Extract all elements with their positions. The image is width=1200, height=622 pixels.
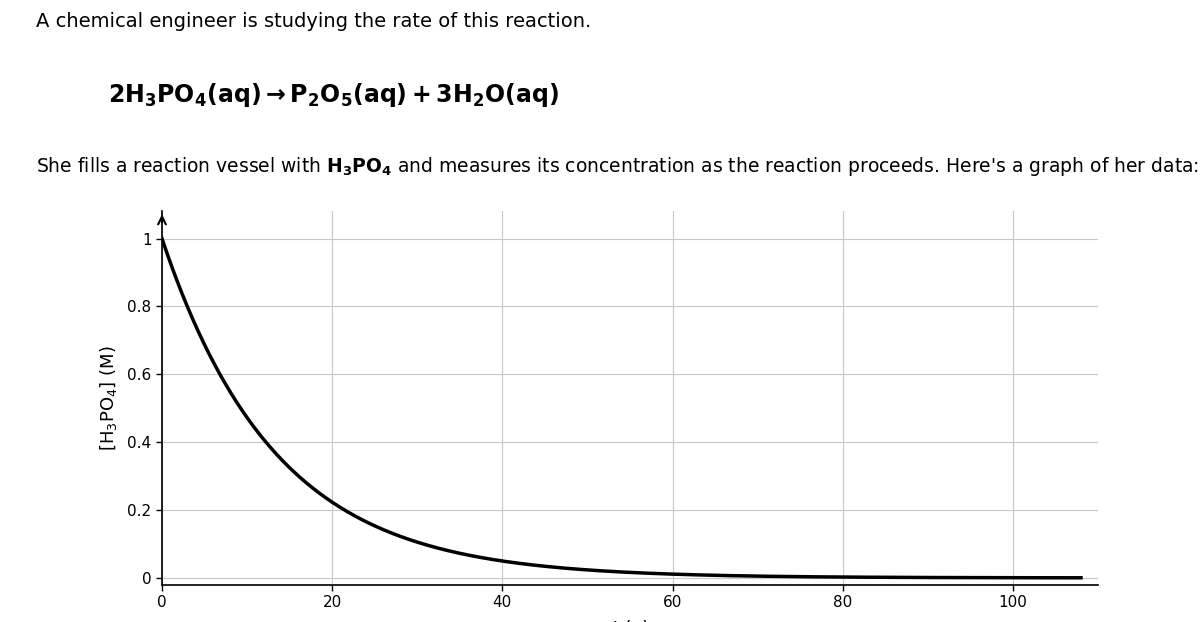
Text: A chemical engineer is studying the rate of this reaction.: A chemical engineer is studying the rate… (36, 12, 592, 32)
Text: $\mathbf{2H_3PO_4}$$\mathbf{(aq) \rightarrow P_2O_5(aq)+3H_2O(aq)}$: $\mathbf{2H_3PO_4}$$\mathbf{(aq) \righta… (108, 81, 559, 109)
X-axis label: $t$ (s): $t$ (s) (611, 618, 649, 622)
Text: She fills a reaction vessel with $\mathbf{H_3PO_4}$ and measures its concentrati: She fills a reaction vessel with $\mathb… (36, 156, 1199, 179)
Y-axis label: $[\mathrm{H_3PO_4}]$ (M): $[\mathrm{H_3PO_4}]$ (M) (98, 345, 119, 451)
